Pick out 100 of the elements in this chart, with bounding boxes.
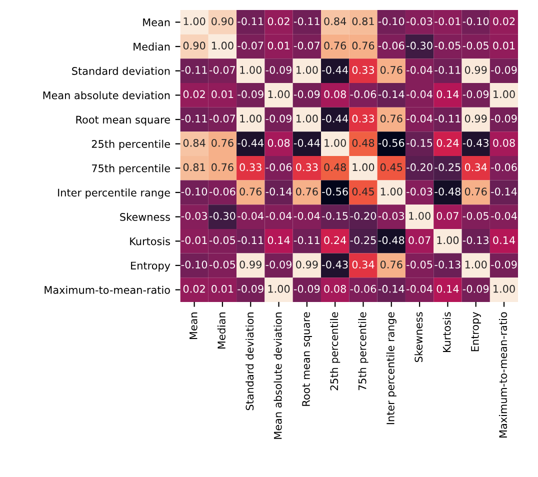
data-label: -0.04: [406, 114, 432, 123]
data-label: 0.76: [380, 114, 402, 123]
data-label: -0.06: [350, 90, 376, 98]
data-label: 0.14: [493, 236, 516, 244]
data-label: 0.76: [240, 188, 262, 196]
data-label: 0.14: [268, 236, 290, 244]
data-label: 0.81: [183, 163, 205, 172]
data-label: -0.09: [491, 260, 517, 268]
data-label: 0.01: [212, 284, 234, 293]
data-label: -0.05: [462, 42, 488, 50]
data-label: -0.09: [266, 260, 292, 268]
data-label: 0.48: [324, 163, 346, 172]
data-label: -0.05: [406, 260, 432, 268]
data-label: 0.84: [324, 17, 346, 26]
data-label: 1.00: [324, 138, 346, 147]
data-label: -0.43: [322, 260, 348, 268]
data-label: 0.99: [464, 66, 487, 74]
data-label: 0.76: [380, 260, 402, 268]
data-label: -0.09: [266, 114, 292, 123]
y-tick-label: Mean absolute deviation: [43, 91, 170, 100]
data-label: 1.00: [296, 66, 318, 74]
data-label: 1.00: [409, 212, 430, 220]
data-label: 0.08: [493, 138, 515, 147]
data-label: -0.25: [350, 236, 376, 244]
y-tick-label: Inter percentile range: [58, 188, 170, 199]
data-label: 0.76: [212, 163, 234, 172]
data-label: 0.02: [493, 17, 515, 26]
data-label: 0.08: [324, 90, 346, 98]
data-label: 1.00: [494, 90, 515, 98]
data-label: -0.04: [406, 66, 432, 74]
data-label: 0.84: [183, 138, 206, 147]
data-label: -0.09: [238, 90, 264, 98]
data-label: -0.10: [462, 17, 489, 26]
data-label: 0.99: [464, 114, 487, 123]
data-label: 0.48: [352, 138, 374, 147]
data-label: -0.03: [378, 212, 404, 220]
data-label: 0.76: [464, 188, 487, 196]
data-label: -0.11: [294, 17, 320, 26]
data-label: 0.99: [240, 260, 262, 268]
data-label: -0.48: [434, 188, 460, 196]
data-label: 0.01: [212, 90, 234, 98]
data-label: -0.11: [434, 66, 460, 74]
data-label: -0.09: [462, 284, 489, 293]
data-label: 1.00: [268, 90, 290, 98]
data-label: -0.44: [294, 138, 320, 147]
data-label: 1.00: [296, 114, 318, 123]
data-label: -0.11: [434, 114, 460, 123]
data-label: -0.06: [209, 188, 236, 196]
data-label: -0.09: [462, 90, 489, 98]
x-tick-label: Root mean square: [302, 312, 312, 406]
data-label: 0.45: [380, 163, 402, 172]
y-tick-label: Root mean square: [76, 116, 170, 126]
data-label: 1.00: [494, 284, 515, 293]
data-label: 0.01: [493, 42, 515, 50]
data-label: 0.76: [352, 42, 374, 50]
data-label: -0.07: [209, 114, 236, 123]
data-label: -0.56: [378, 138, 404, 147]
y-tick-label: 75th percentile: [92, 164, 170, 174]
data-label: -0.10: [378, 17, 404, 26]
data-label: -0.13: [434, 260, 460, 268]
data-label: -0.01: [181, 236, 207, 244]
data-label: 1.00: [437, 236, 459, 244]
data-label: 0.34: [352, 260, 374, 268]
data-label: -0.05: [462, 212, 488, 220]
data-label: -0.09: [294, 90, 320, 98]
data-label: -0.10: [181, 260, 208, 268]
data-label: 0.34: [464, 163, 487, 172]
data-label: -0.06: [491, 163, 517, 172]
data-label: -0.43: [462, 138, 489, 147]
y-tick-label: Kurtosis: [130, 237, 170, 246]
data-label: -0.07: [209, 66, 236, 74]
x-tick-label: Skewness: [414, 312, 423, 362]
data-label: 0.01: [268, 42, 290, 50]
data-label: -0.04: [294, 212, 320, 220]
data-label: 0.33: [352, 66, 374, 74]
data-label: -0.44: [322, 66, 348, 74]
x-tick-label: Median: [217, 312, 226, 349]
data-label: -0.11: [238, 17, 264, 26]
data-label: -0.06: [266, 163, 292, 172]
x-tick-label: 75th percentile: [358, 312, 368, 390]
data-label: -0.07: [294, 42, 320, 50]
data-label: 0.33: [296, 163, 318, 172]
data-label: -0.15: [406, 138, 432, 147]
data-label: 0.24: [436, 138, 459, 147]
data-label: 0.08: [324, 284, 346, 293]
data-label: -0.09: [266, 66, 292, 74]
data-label: -0.09: [238, 284, 264, 293]
data-label: -0.14: [378, 284, 404, 293]
data-label: -0.09: [491, 66, 517, 74]
data-label: 1.00: [240, 66, 262, 74]
data-label: -0.25: [434, 163, 460, 172]
x-tick-label: Standard deviation: [246, 312, 254, 410]
data-label: -0.05: [434, 42, 460, 50]
data-label: 0.33: [240, 163, 262, 172]
x-tick-label: Inter percentile range: [386, 312, 396, 424]
x-tick-label: Kurtosis: [442, 312, 451, 352]
data-label: -0.06: [350, 284, 376, 293]
data-label: 1.00: [380, 188, 402, 196]
data-label: 0.02: [183, 90, 205, 98]
data-label: -0.15: [322, 212, 348, 220]
